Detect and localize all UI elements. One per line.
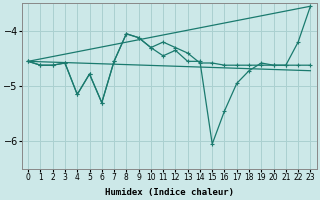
- X-axis label: Humidex (Indice chaleur): Humidex (Indice chaleur): [105, 188, 234, 197]
